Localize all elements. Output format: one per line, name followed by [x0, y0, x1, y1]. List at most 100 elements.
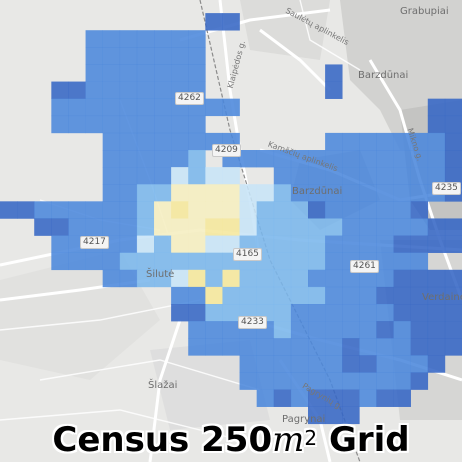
road-number-4217: 4217: [80, 236, 109, 249]
grid-cell: [239, 355, 257, 373]
grid-cell: [205, 201, 223, 219]
grid-cell: [68, 81, 86, 99]
grid-cell: [34, 218, 52, 236]
grid-cell: [444, 115, 462, 134]
grid-cell: [427, 235, 446, 253]
grid-cell: [325, 235, 343, 253]
grid-cell: [171, 132, 189, 151]
grid-cell: [359, 304, 377, 322]
grid-cell: [325, 201, 343, 219]
grid-cell: [308, 252, 326, 271]
grid-cell: [427, 269, 446, 288]
grid-cell: [376, 184, 394, 202]
grid-cell: [85, 81, 103, 99]
grid-cell: [205, 235, 223, 253]
grid-cell: [410, 252, 429, 271]
grid-cell: [273, 235, 292, 253]
grid-cell: [427, 115, 446, 134]
grid-cell: [444, 269, 462, 288]
title-exponent: 2: [304, 426, 318, 450]
grid-cell: [51, 81, 69, 99]
grid-cell: [136, 47, 155, 65]
grid-cell: [222, 304, 240, 322]
grid-cell: [154, 47, 172, 65]
grid-cell: [222, 286, 240, 305]
grid-cell: [119, 98, 138, 117]
grid-cell: [171, 150, 189, 168]
grid-cell: [290, 252, 309, 271]
grid-cell: [273, 184, 292, 202]
grid-cell: [119, 201, 138, 219]
grid-cell: [85, 201, 103, 219]
grid-cell: [342, 132, 360, 151]
grid-cell: [188, 321, 206, 339]
grid-cell: [273, 252, 292, 271]
grid-cell: [325, 252, 343, 271]
grid-cell: [427, 286, 446, 305]
grid-cell: [359, 132, 377, 151]
grid-cell: [427, 304, 446, 322]
grid-cell: [256, 338, 275, 356]
grid-cell: [308, 167, 326, 185]
grid-cell: [393, 355, 411, 373]
grid-cell: [136, 64, 155, 82]
grid-cell: [427, 167, 446, 185]
grid-cell: [325, 269, 343, 288]
grid-cell: [359, 338, 377, 356]
grid-cell: [34, 201, 52, 219]
grid-cell: [188, 30, 206, 48]
grid-cell: [256, 201, 275, 219]
grid-cell: [188, 269, 206, 288]
grid-cell: [393, 201, 411, 219]
grid-cell: [136, 269, 155, 288]
grid-cell: [325, 81, 343, 99]
grid-cell: [410, 150, 429, 168]
grid-cell: [410, 321, 429, 339]
grid-cell: [205, 98, 223, 117]
grid-cell: [256, 184, 275, 202]
grid-cell: [102, 201, 121, 219]
grid-cell: [393, 304, 411, 322]
grid-cell: [171, 184, 189, 202]
grid-cell: [222, 338, 240, 356]
road-number-4262: 4262: [175, 92, 204, 105]
grid-cell: [376, 321, 394, 339]
grid-cell: [410, 338, 429, 356]
grid-cell: [376, 338, 394, 356]
grid-cell: [188, 218, 206, 236]
grid-cell: [325, 286, 343, 305]
grid-cell: [188, 47, 206, 65]
grid-cell: [171, 167, 189, 185]
place-label-grabupiai: Grabupiai: [400, 6, 449, 17]
grid-cell: [290, 372, 309, 390]
grid-cell: [154, 81, 172, 99]
road-number-4209: 4209: [212, 144, 241, 157]
grid-cell: [205, 269, 223, 288]
grid-cell: [444, 321, 462, 339]
grid-cell: [359, 269, 377, 288]
road-number-4261: 4261: [350, 260, 379, 273]
grid-cell: [273, 338, 292, 356]
grid-cell: [239, 201, 257, 219]
grid-cell: [273, 304, 292, 322]
grid-cell: [256, 355, 275, 373]
grid-cell: [290, 218, 309, 236]
grid-cell: [102, 30, 121, 48]
grid-cell: [136, 235, 155, 253]
grid-cell: [342, 406, 360, 425]
grid-cell: [154, 218, 172, 236]
grid-cell: [325, 150, 343, 168]
grid-cell: [376, 150, 394, 168]
grid-cell: [325, 338, 343, 356]
road-number-4233: 4233: [238, 316, 267, 329]
grid-cell: [136, 98, 155, 117]
grid-cell: [171, 286, 189, 305]
grid-cell: [376, 235, 394, 253]
grid-cell: [171, 47, 189, 65]
grid-cell: [154, 201, 172, 219]
grid-cell: [359, 355, 377, 373]
grid-cell: [325, 406, 343, 425]
grid-cell: [68, 201, 86, 219]
grid-cell: [308, 389, 326, 407]
